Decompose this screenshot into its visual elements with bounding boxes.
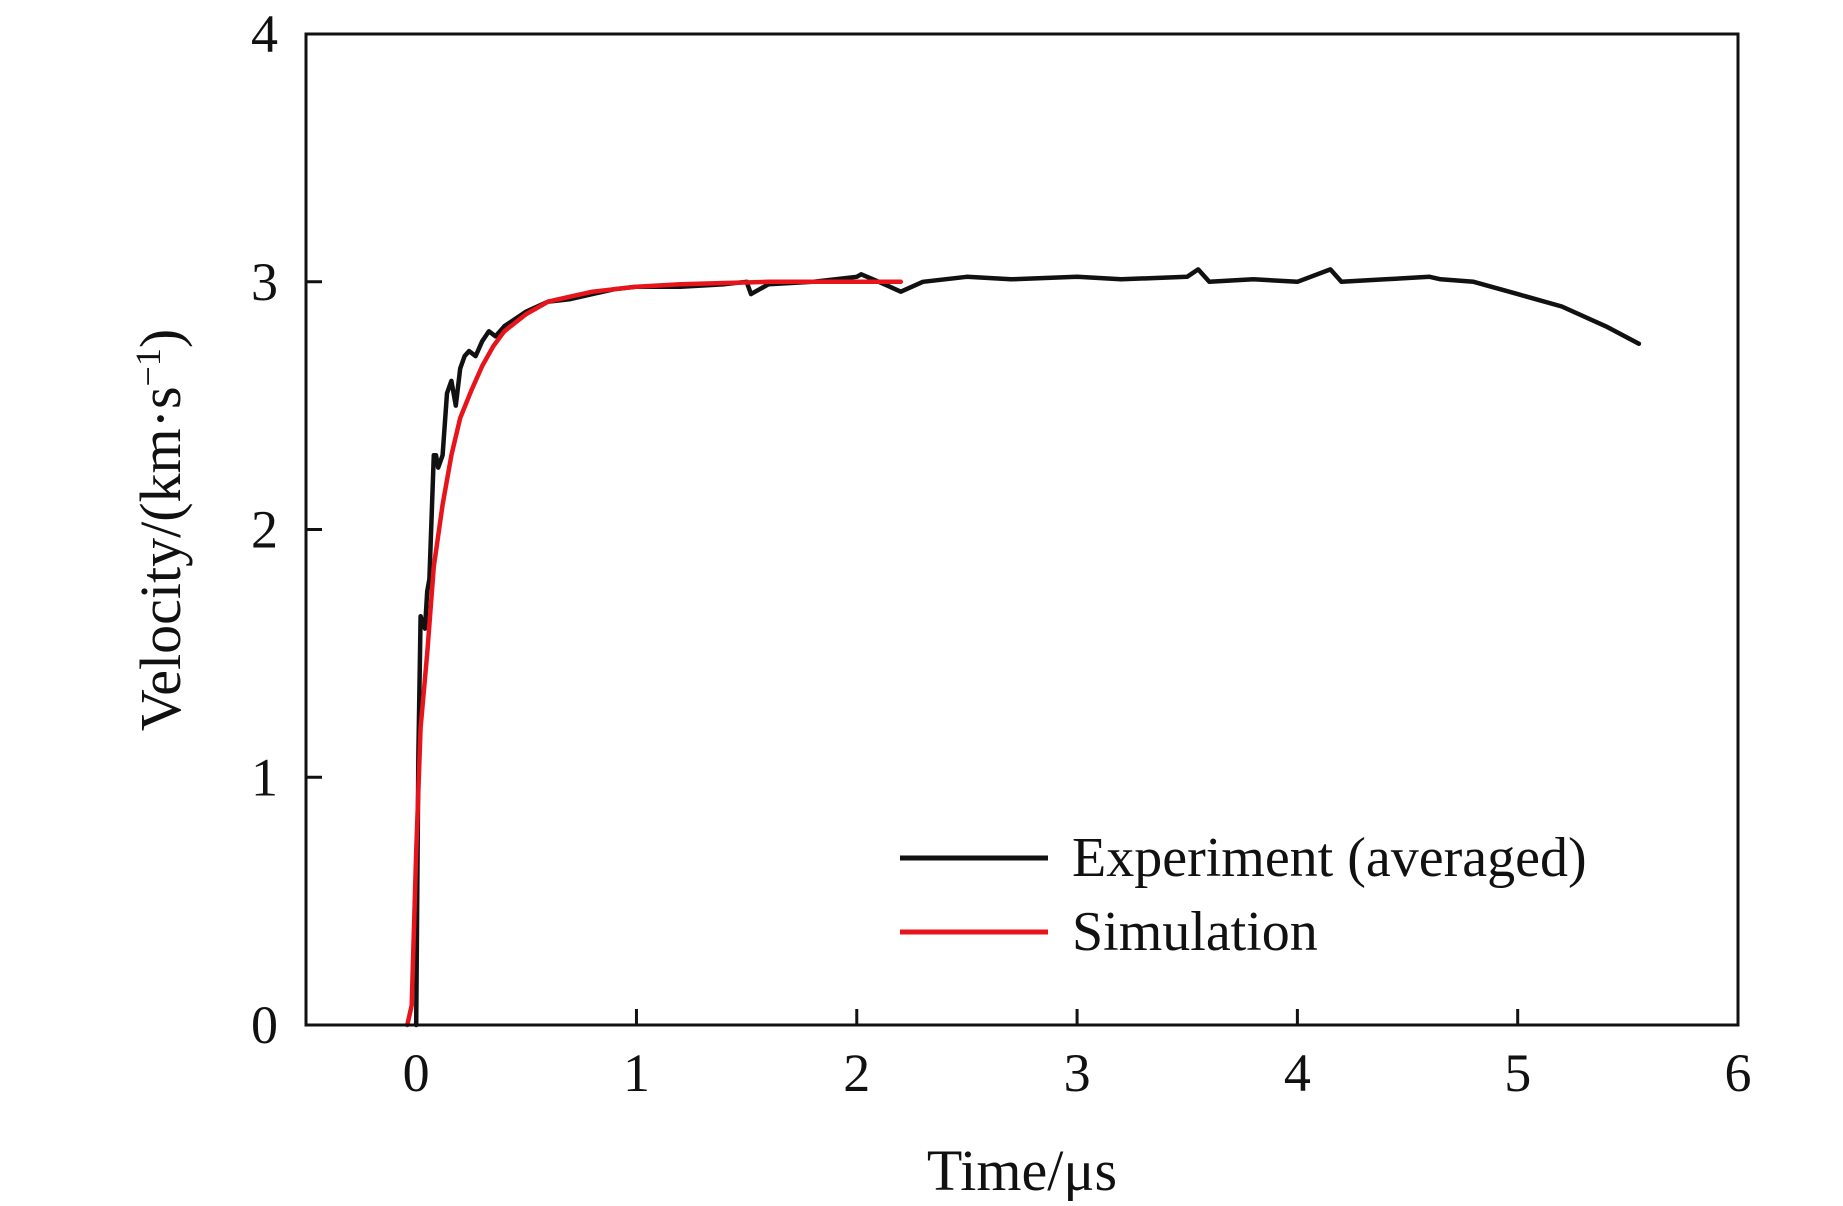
series-line-experiment [413, 267, 1642, 1028]
y-tick-label-4: 4 [251, 4, 278, 64]
x-tick-label-5: 5 [1504, 1043, 1531, 1103]
y-axis-title-main: Velocity/(km·s [128, 386, 193, 731]
x-axis-title: Time/μs [927, 1138, 1117, 1201]
y-axis-title-close: ) [128, 329, 193, 348]
legend-label-simulation: Simulation [1072, 901, 1318, 963]
legend: Experiment (averaged) Simulation [900, 827, 1587, 963]
ticks-layer [306, 32, 1740, 1027]
y-axis-title: Velocity/(km·s−1) [128, 329, 193, 731]
tick-labels-layer: 0 1 2 3 4 5 6 0 1 2 3 4 [251, 4, 1752, 1103]
x-tick-label-4: 4 [1284, 1043, 1311, 1103]
x-tick-label-2: 2 [843, 1043, 870, 1103]
y-tick-label-0: 0 [251, 995, 278, 1055]
y-axis-title-exponent: −1 [128, 348, 168, 386]
legend-label-experiment: Experiment (averaged) [1072, 827, 1587, 889]
x-tick-label-6: 6 [1725, 1043, 1752, 1103]
series-line-simulation [405, 279, 904, 1028]
y-tick-label-1: 1 [251, 747, 278, 807]
y-tick-label-2: 2 [251, 500, 278, 560]
x-tick-label-1: 1 [623, 1043, 650, 1103]
x-tick-label-0: 0 [403, 1043, 430, 1103]
series-layer [405, 267, 1642, 1028]
y-tick-label-3: 3 [251, 252, 278, 312]
x-tick-label-3: 3 [1064, 1043, 1091, 1103]
